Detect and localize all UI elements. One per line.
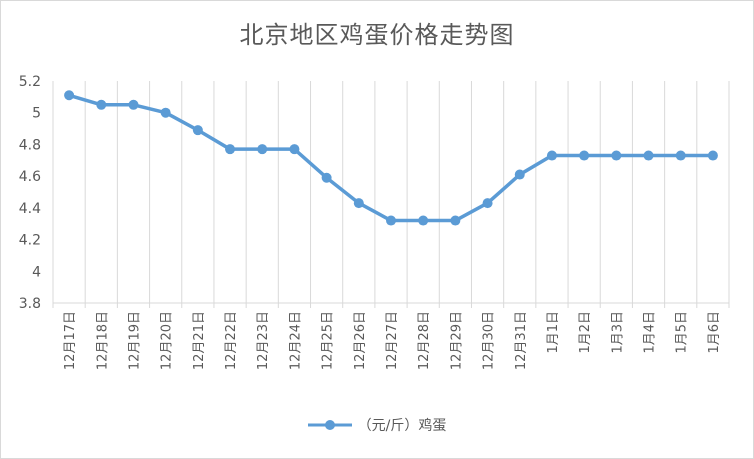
x-tick-label: 12月27日 [385, 311, 400, 370]
x-tick-label: 12月19日 [127, 311, 142, 370]
data-point [418, 215, 429, 226]
data-point [482, 198, 493, 209]
x-tick-label: 1月2日 [578, 311, 593, 354]
x-tick-label: 12月18日 [95, 311, 110, 370]
x-tick-label: 12月29日 [449, 311, 464, 370]
x-tick-label: 12月24日 [288, 311, 303, 370]
data-point [225, 144, 236, 155]
y-tick-label: 4.8 [19, 137, 41, 153]
x-tick-label: 12月31日 [514, 311, 529, 370]
y-tick-label: 4 [32, 264, 41, 280]
data-point [289, 144, 300, 155]
data-point [386, 215, 396, 226]
data-point [579, 150, 590, 161]
chart-title: 北京地区鸡蛋价格走势图 [239, 21, 515, 49]
x-tick-label: 1月3日 [610, 311, 625, 354]
x-tick-label: 1月6日 [707, 311, 722, 354]
legend: （元/斤）鸡蛋 [1, 415, 753, 435]
legend-line-marker [307, 420, 352, 430]
x-tick-label: 12月21日 [192, 311, 207, 370]
data-point [160, 107, 171, 118]
y-tick-label: 5.2 [19, 74, 41, 90]
x-tick-label: 12月23日 [256, 311, 271, 370]
y-tick-label: 5 [32, 106, 41, 122]
data-point [321, 172, 332, 183]
x-tick-label: 1月1日 [546, 311, 561, 354]
y-tick-label: 4.6 [19, 169, 41, 185]
x-tick-label: 12月25日 [321, 311, 336, 370]
x-tick-label: 12月22日 [224, 311, 239, 370]
y-tick-label: 4.4 [19, 201, 41, 217]
x-tick-label: 12月20日 [160, 311, 175, 370]
legend-label: （元/斤）鸡蛋 [357, 418, 447, 434]
line-chart: 3.8 4 4.2 4.4 4.6 4.8 5 5.2 12月17日 12月18日 12月19日 12… [19, 74, 730, 370]
data-point [707, 150, 718, 161]
data-point [546, 150, 557, 161]
data-point [96, 99, 107, 110]
y-tick-label: 3.8 [19, 296, 41, 312]
data-point [643, 150, 654, 161]
data-point [192, 125, 203, 136]
data-point [450, 215, 461, 226]
data-point [675, 150, 686, 161]
x-tick-label: 1月5日 [675, 311, 690, 354]
x-tick-label: 1月4日 [643, 311, 658, 354]
data-point [514, 169, 525, 180]
data-point [257, 144, 268, 155]
x-tick-label: 12月17日 [63, 311, 78, 370]
data-point [353, 198, 364, 209]
x-tick-label: 12月28日 [417, 311, 432, 370]
data-point [128, 99, 139, 110]
x-tick-label: 12月30日 [482, 311, 497, 370]
data-point [64, 90, 75, 101]
x-tick-label: 12月26日 [353, 311, 368, 370]
y-tick-label: 4.2 [19, 233, 41, 249]
data-point [611, 150, 622, 161]
